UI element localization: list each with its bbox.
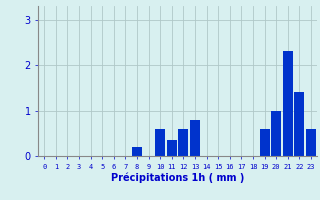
Bar bbox=[306, 129, 316, 156]
Bar bbox=[271, 111, 281, 156]
X-axis label: Précipitations 1h ( mm ): Précipitations 1h ( mm ) bbox=[111, 172, 244, 183]
Bar bbox=[132, 147, 142, 156]
Bar bbox=[155, 129, 165, 156]
Bar bbox=[294, 92, 304, 156]
Bar bbox=[260, 129, 269, 156]
Bar bbox=[167, 140, 177, 156]
Bar bbox=[190, 120, 200, 156]
Bar bbox=[179, 129, 188, 156]
Bar bbox=[283, 51, 293, 156]
